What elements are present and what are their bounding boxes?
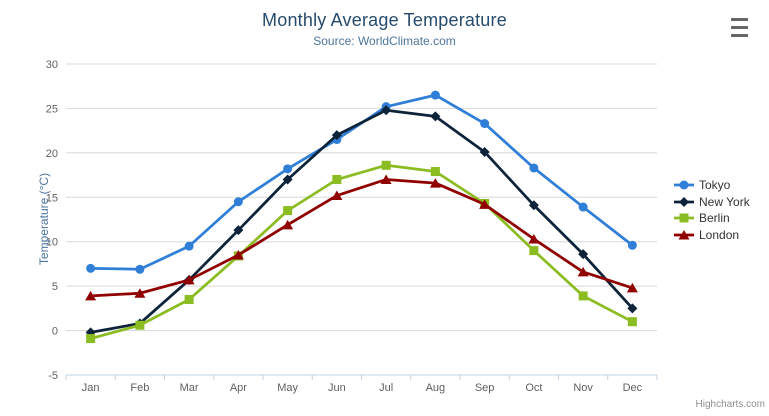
data-point-berlin[interactable]	[430, 167, 440, 177]
legend-label: Tokyo	[699, 178, 731, 193]
diamond-legend-icon	[674, 196, 694, 207]
x-axis-label: Sep	[475, 382, 495, 394]
data-point-new-york[interactable]	[479, 146, 490, 157]
y-axis-label: 30	[46, 59, 58, 71]
y-axis-label: 5	[52, 281, 58, 293]
data-point-london[interactable]	[85, 290, 97, 301]
data-point-tokyo[interactable]	[627, 240, 637, 250]
data-point-london[interactable]	[577, 266, 589, 277]
series-line-berlin	[89, 163, 634, 340]
data-point-tokyo[interactable]	[184, 241, 194, 251]
data-point-new-york[interactable]	[233, 225, 244, 236]
credits-link[interactable]: Highcharts.com	[695, 399, 765, 410]
y-axis-label: -5	[48, 370, 58, 382]
y-axis-label: 0	[52, 326, 58, 338]
x-axis-label: Dec	[623, 382, 643, 394]
data-point-new-york[interactable]	[578, 249, 589, 260]
circle-legend-icon	[674, 180, 694, 190]
x-axis-label: Jan	[82, 382, 100, 394]
data-point-london[interactable]	[331, 190, 343, 201]
x-axis-label: May	[277, 382, 298, 394]
data-point-london[interactable]	[626, 282, 638, 293]
data-point-new-york[interactable]	[627, 303, 638, 314]
x-axis-label: Aug	[426, 382, 446, 394]
data-point-london[interactable]	[134, 288, 146, 298]
export-menu-button[interactable]	[730, 17, 751, 39]
hamburger-icon	[731, 18, 748, 21]
triangle-legend-icon	[674, 229, 694, 240]
x-axis-label: Mar	[180, 382, 199, 394]
data-point-berlin[interactable]	[627, 317, 637, 327]
y-axis-label: 10	[46, 237, 58, 249]
legend-item-new-york[interactable]: New York	[674, 194, 750, 211]
data-point-berlin[interactable]	[86, 334, 96, 344]
data-point-tokyo[interactable]	[86, 263, 96, 273]
data-point-tokyo[interactable]	[578, 202, 588, 212]
series-line-london	[89, 178, 634, 298]
data-point-tokyo[interactable]	[480, 119, 490, 129]
hamburger-icon	[731, 34, 748, 37]
y-axis-label: 20	[46, 148, 58, 160]
square-legend-icon	[674, 213, 694, 223]
legend-label: Berlin	[699, 211, 730, 226]
hamburger-icon	[731, 26, 748, 29]
data-point-tokyo[interactable]	[529, 163, 539, 173]
x-axis-label: Jul	[379, 382, 393, 394]
series-line-new-york	[89, 108, 634, 334]
y-axis-label: 25	[46, 103, 58, 115]
data-point-berlin[interactable]	[283, 206, 293, 216]
data-point-london[interactable]	[429, 178, 441, 188]
data-point-berlin[interactable]	[578, 291, 588, 301]
data-point-new-york[interactable]	[381, 105, 392, 116]
legend-label: New York	[699, 194, 750, 209]
data-point-new-york[interactable]	[430, 111, 441, 122]
chart-title: Monthly Average Temperature	[262, 10, 507, 30]
data-point-london[interactable]	[282, 219, 294, 230]
legend-item-tokyo[interactable]: Tokyo	[674, 177, 750, 194]
legend-label: London	[699, 227, 740, 242]
x-axis-label: Nov	[573, 382, 593, 394]
x-axis-label: Oct	[525, 382, 542, 394]
data-point-new-york[interactable]	[331, 130, 342, 141]
data-point-tokyo[interactable]	[135, 264, 145, 274]
data-point-tokyo[interactable]	[283, 164, 293, 174]
data-point-berlin[interactable]	[135, 320, 145, 330]
legend-item-london[interactable]: London	[674, 227, 750, 244]
legend-item-berlin[interactable]: Berlin	[674, 210, 750, 227]
data-point-berlin[interactable]	[529, 246, 539, 256]
data-point-berlin[interactable]	[184, 294, 194, 304]
x-axis-label: Feb	[130, 382, 149, 394]
data-point-tokyo[interactable]	[233, 197, 243, 207]
legend: Tokyo New York Berlin London	[674, 177, 750, 243]
data-point-london[interactable]	[380, 174, 392, 185]
x-axis-label: Apr	[230, 382, 247, 394]
data-point-london[interactable]	[183, 274, 195, 285]
x-axis-label: Jun	[328, 382, 346, 394]
data-point-london[interactable]	[528, 234, 540, 244]
data-point-tokyo[interactable]	[430, 90, 440, 100]
y-axis-title: Temperature (°C)	[37, 172, 51, 266]
data-point-berlin[interactable]	[381, 160, 391, 170]
data-point-new-york[interactable]	[528, 200, 539, 211]
data-point-new-york[interactable]	[282, 174, 293, 185]
data-point-london[interactable]	[479, 199, 491, 209]
chart-subtitle: Source: WorldClimate.com	[313, 34, 456, 48]
data-point-berlin[interactable]	[332, 175, 342, 185]
y-axis-label: 15	[46, 192, 58, 204]
data-point-london[interactable]	[232, 250, 244, 260]
